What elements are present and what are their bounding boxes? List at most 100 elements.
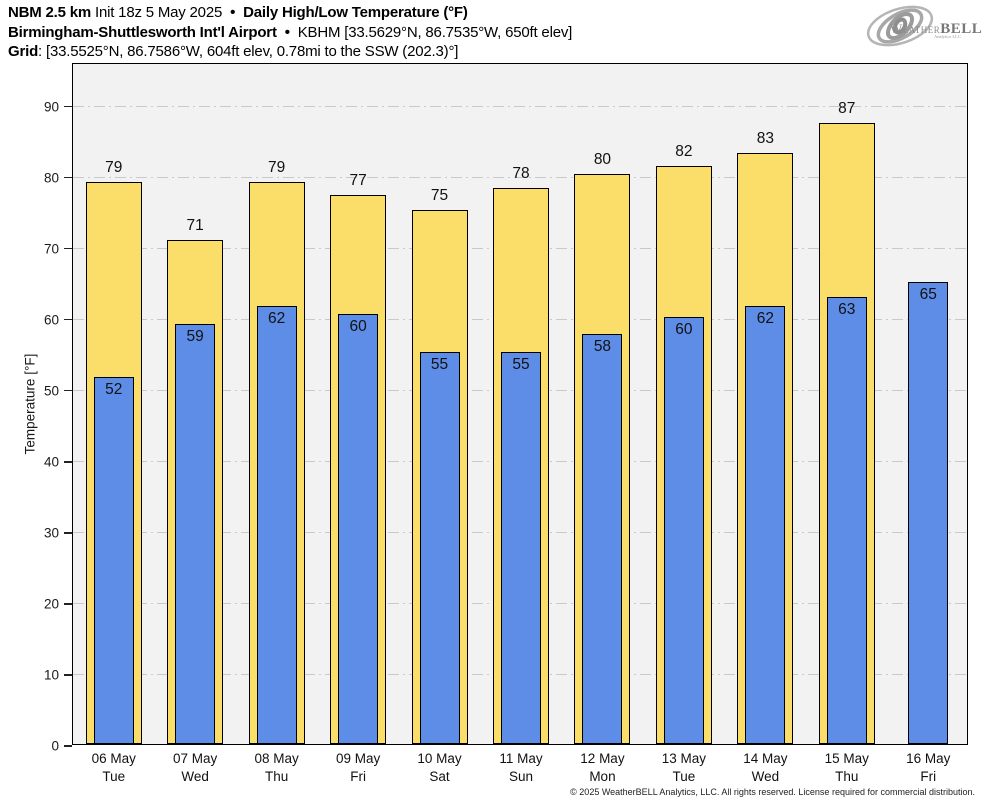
x-tick-label: 09 May Fri bbox=[317, 750, 398, 786]
bar-group: 82 60 13 May Tue bbox=[643, 64, 724, 784]
low-temp-value: 60 bbox=[349, 318, 367, 336]
y-axis-tick bbox=[64, 461, 72, 463]
y-axis-tick bbox=[64, 532, 72, 534]
x-tick-day: Fri bbox=[350, 769, 366, 784]
y-tick-label: 90 bbox=[43, 99, 59, 115]
x-tick-label: 10 May Sat bbox=[399, 750, 480, 786]
low-temp-value: 52 bbox=[105, 380, 123, 398]
logo-wordmark: WeatherBELL bbox=[890, 20, 982, 38]
x-tick-day: Sat bbox=[429, 769, 450, 784]
x-tick-date: 14 May bbox=[743, 751, 788, 766]
x-tick-date: 12 May bbox=[580, 751, 625, 766]
high-temp-value: 79 bbox=[105, 159, 123, 177]
hurricane-swirl-icon bbox=[866, 5, 934, 47]
weatherbell-logo: WeatherBELL Analytics LLC bbox=[862, 2, 982, 50]
y-tick-label: 50 bbox=[43, 383, 59, 399]
low-temp-value: 55 bbox=[430, 355, 449, 373]
bar-group: 79 52 06 May Tue bbox=[73, 64, 154, 784]
low-temp-bar bbox=[826, 297, 867, 744]
low-temp-bar bbox=[93, 376, 134, 744]
low-temp-bar bbox=[908, 281, 949, 744]
x-tick-date: 11 May bbox=[499, 751, 543, 766]
high-temp-value: 87 bbox=[838, 100, 856, 118]
y-axis-tick bbox=[64, 674, 72, 676]
bar-group: 83 62 14 May Wed bbox=[725, 64, 806, 784]
x-tick-day: Wed bbox=[751, 769, 780, 784]
bar-group: 80 58 12 May Mon bbox=[562, 64, 643, 784]
high-temp-value: 77 bbox=[349, 171, 367, 189]
low-temp-value: 62 bbox=[756, 310, 774, 328]
x-tick-label: 11 May Sun bbox=[480, 750, 561, 786]
y-tick-label: 20 bbox=[43, 596, 59, 612]
x-tick-label: 15 May Thu bbox=[806, 750, 887, 786]
low-temp-bar bbox=[175, 324, 216, 744]
separator-dot: • bbox=[230, 4, 236, 21]
x-tick-day: Sun bbox=[508, 769, 533, 784]
x-tick-label: 08 May Thu bbox=[236, 750, 317, 786]
y-axis-tick bbox=[64, 390, 72, 392]
bar-group: 78 55 11 May Sun bbox=[480, 64, 561, 784]
x-tick-day: Thu bbox=[835, 769, 859, 784]
x-tick-day: Fri bbox=[920, 769, 937, 784]
x-tick-label: 07 May Wed bbox=[154, 750, 235, 786]
x-tick-label: 13 May Tue bbox=[643, 750, 724, 786]
logo-bell-text: BELL bbox=[940, 21, 983, 37]
high-temp-value: 78 bbox=[512, 164, 530, 182]
low-temp-value: 59 bbox=[186, 328, 204, 346]
grid-label: Grid bbox=[8, 43, 39, 60]
y-axis-label: Temperature [°F] bbox=[22, 353, 38, 455]
x-tick-label: 16 May Fri bbox=[888, 750, 969, 786]
init-time: Init 18z 5 May 2025 bbox=[95, 4, 223, 21]
high-temp-value: 80 bbox=[593, 151, 612, 169]
y-axis-tick bbox=[64, 319, 72, 321]
gridline bbox=[73, 106, 967, 108]
x-tick-label: 12 May Mon bbox=[562, 750, 643, 786]
high-temp-value: 83 bbox=[756, 129, 774, 147]
high-temp-value: 79 bbox=[268, 159, 286, 177]
y-axis-tick bbox=[64, 603, 72, 605]
low-temp-value: 55 bbox=[512, 355, 530, 373]
model-name: NBM 2.5 km bbox=[8, 4, 92, 21]
logo-subtext: Analytics LLC bbox=[934, 34, 961, 39]
station-name: Birmingham-Shuttlesworth Int'l Airport bbox=[8, 23, 277, 41]
y-axis-tick bbox=[64, 105, 72, 108]
x-tick-day: Thu bbox=[265, 769, 289, 784]
y-tick-label: 80 bbox=[43, 170, 59, 186]
bar-group: 77 60 09 May Fri bbox=[317, 64, 398, 784]
bar-group: 65 16 May Fri bbox=[888, 64, 969, 784]
low-temp-value: 65 bbox=[919, 285, 937, 303]
x-tick-day: Tue bbox=[102, 769, 126, 784]
y-tick-label: 10 bbox=[43, 667, 59, 683]
y-axis-tick bbox=[64, 248, 72, 250]
x-tick-date: 16 May bbox=[906, 751, 951, 766]
y-axis-tick bbox=[64, 176, 72, 179]
high-temp-value: 82 bbox=[675, 142, 693, 160]
x-tick-date: 08 May bbox=[254, 751, 299, 766]
y-tick-label: 30 bbox=[43, 525, 59, 541]
x-tick-date: 15 May bbox=[824, 751, 869, 766]
separator-dot: • bbox=[284, 23, 290, 41]
x-tick-label: 14 May Wed bbox=[725, 750, 806, 786]
x-tick-day: Wed bbox=[181, 769, 209, 784]
x-tick-date: 06 May bbox=[91, 751, 136, 766]
y-tick-label: 70 bbox=[43, 241, 59, 257]
station-coords: KBHM [33.5629°N, 86.7535°W, 650ft elev] bbox=[297, 23, 573, 41]
low-temp-value: 58 bbox=[593, 338, 612, 356]
bar-group: 75 55 10 May Sat bbox=[399, 64, 480, 784]
bar-group: 79 62 08 May Thu bbox=[236, 64, 317, 784]
x-tick-day: Mon bbox=[589, 769, 616, 784]
x-tick-day: Tue bbox=[672, 769, 696, 784]
title-line-1: NBM 2.5 km Init 18z 5 May 2025 • Daily H… bbox=[8, 3, 572, 23]
bar-group: 71 59 07 May Wed bbox=[154, 64, 235, 784]
title-line-2: Birmingham-Shuttlesworth Int'l Airport •… bbox=[8, 23, 572, 43]
y-axis-tick bbox=[64, 745, 72, 747]
logo-weather-text: Weather bbox=[890, 21, 941, 36]
y-tick-label: 40 bbox=[43, 454, 59, 470]
x-tick-date: 10 May bbox=[417, 751, 462, 766]
low-temp-bar bbox=[745, 306, 786, 744]
plot-area: 0 10 20 30 40 50 60 70 80 90 79 52 06 May Tue 71 59 07 M… bbox=[44, 63, 969, 784]
product-title: Daily High/Low Temperature (°F) bbox=[243, 4, 468, 21]
grid-coords: : [33.5525°N, 86.7586°W, 604ft elev, 0.7… bbox=[38, 43, 459, 60]
gridline bbox=[73, 177, 967, 179]
